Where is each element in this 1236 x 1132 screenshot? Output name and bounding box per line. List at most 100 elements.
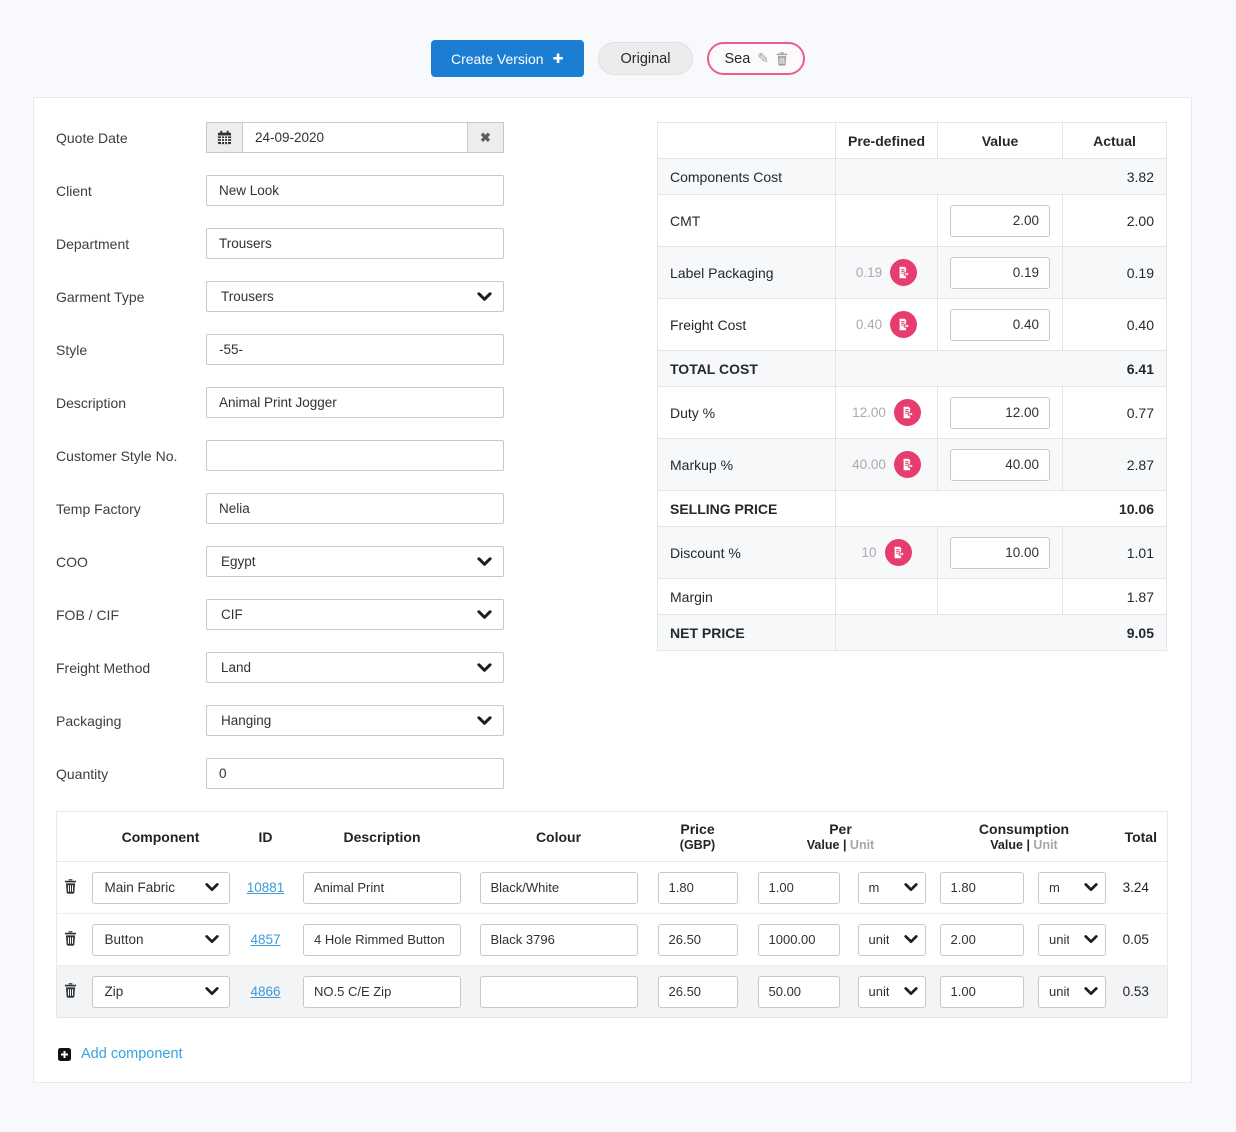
- cost-row-label: Components Cost: [657, 158, 836, 195]
- freight-method-select[interactable]: Land: [206, 652, 504, 683]
- components-header-row: Component ID Description Colour Price (G…: [56, 811, 1168, 862]
- consumption-unit-select[interactable]: unit: [1038, 923, 1107, 956]
- cost-breakdown: Pre-defined Value Actual Components Cost…: [657, 122, 1167, 811]
- chevron-down-icon: [205, 987, 219, 996]
- discount-value-input[interactable]: [950, 536, 1050, 569]
- selected-value: CIF: [221, 607, 243, 622]
- field-packaging: Packaging Hanging: [56, 705, 506, 736]
- create-version-label: Create Version: [450, 50, 544, 67]
- cost-row-actual: 0.77: [1062, 386, 1167, 439]
- component-id-link[interactable]: 4857: [250, 931, 281, 947]
- version-toolbar: Create Version ✚ Original Sea ✎: [0, 40, 1236, 77]
- temp-factory-input[interactable]: [206, 493, 504, 524]
- style-input[interactable]: [206, 334, 504, 365]
- plus-icon: ✚: [552, 50, 564, 66]
- coo-select[interactable]: Egypt: [206, 546, 504, 577]
- cost-row-label: Margin: [657, 578, 836, 615]
- department-input[interactable]: [206, 228, 504, 259]
- component-type-select[interactable]: Button: [91, 923, 230, 956]
- predefined-value: 12.00: [852, 405, 886, 420]
- create-version-button[interactable]: Create Version ✚: [430, 40, 584, 77]
- consumption-unit-select[interactable]: m: [1038, 871, 1107, 904]
- apply-predefined-button[interactable]: [890, 311, 918, 338]
- predefined-cell: [835, 578, 938, 615]
- component-description-input[interactable]: [303, 975, 461, 1008]
- component-description-input[interactable]: [303, 923, 461, 956]
- cost-header-predefined: Pre-defined: [835, 122, 938, 159]
- component-colour-input[interactable]: [479, 871, 638, 904]
- delete-component-button[interactable]: [62, 929, 79, 951]
- field-label: Department: [56, 235, 130, 252]
- cost-row-freight-cost: Freight Cost 0.40 0.40: [657, 298, 1167, 351]
- clear-date-button[interactable]: ✖: [468, 122, 504, 153]
- cmt-value-input[interactable]: [950, 204, 1050, 237]
- component-price-input[interactable]: [657, 923, 738, 956]
- consumption-value-input[interactable]: [939, 975, 1024, 1008]
- consumption-value-input[interactable]: [939, 871, 1024, 904]
- freight-cost-value-input[interactable]: [950, 308, 1050, 341]
- predefined-value: 40.00: [852, 457, 886, 472]
- fob-cif-select[interactable]: CIF: [206, 599, 504, 630]
- quantity-input[interactable]: [206, 758, 504, 789]
- cost-header-row: Pre-defined Value Actual: [657, 122, 1167, 159]
- predefined-value: 0.19: [855, 265, 883, 280]
- components-header-id: ID: [236, 811, 295, 862]
- cost-row-actual: 1.87: [1062, 578, 1167, 615]
- markup-value-input[interactable]: [950, 448, 1050, 481]
- add-component-button[interactable]: Add component: [58, 1046, 1169, 1062]
- calendar-button[interactable]: [206, 122, 243, 153]
- component-id-link[interactable]: 10881: [246, 879, 285, 895]
- component-colour-input[interactable]: [479, 923, 638, 956]
- plus-square-icon: [58, 1047, 71, 1061]
- field-fob-cif: FOB / CIF CIF: [56, 599, 506, 630]
- quote-date-input[interactable]: [243, 122, 468, 153]
- file-export-icon: [901, 458, 914, 471]
- field-label: Description: [56, 394, 127, 411]
- component-price-input[interactable]: [657, 871, 738, 904]
- per-unit-select[interactable]: m: [857, 871, 926, 904]
- customer-style-no-input[interactable]: [206, 440, 504, 471]
- chevron-down-icon: [477, 292, 492, 302]
- client-input[interactable]: [206, 175, 504, 206]
- trash-icon: [64, 879, 77, 894]
- apply-predefined-button[interactable]: [893, 399, 921, 426]
- consumption-unit-select[interactable]: unit: [1038, 975, 1107, 1008]
- version-tab-sea[interactable]: Sea ✎: [707, 42, 806, 75]
- component-colour-input[interactable]: [479, 975, 638, 1008]
- cost-header-blank: [657, 122, 836, 159]
- per-unit-select[interactable]: unit: [857, 923, 926, 956]
- description-input[interactable]: [206, 387, 504, 418]
- edit-icon[interactable]: ✎: [757, 50, 770, 66]
- delete-component-button[interactable]: [62, 877, 79, 899]
- cost-row-actual: 3.82: [835, 158, 1167, 195]
- delete-component-button[interactable]: [62, 981, 79, 1003]
- packaging-select[interactable]: Hanging: [206, 705, 504, 736]
- cost-row-margin: Margin 1.87: [657, 578, 1167, 615]
- delete-icon[interactable]: [776, 52, 788, 66]
- quote-form: Quote Date ✖ Client: [56, 122, 506, 811]
- garment-type-select[interactable]: Trousers: [206, 281, 504, 312]
- component-price-input[interactable]: [657, 975, 738, 1008]
- component-description-input[interactable]: [303, 871, 461, 904]
- cost-row-label: Freight Cost: [657, 298, 836, 351]
- file-export-icon: [892, 546, 905, 559]
- per-unit-select[interactable]: unit: [857, 975, 926, 1008]
- label-packaging-value-input[interactable]: [950, 256, 1050, 289]
- component-id-link[interactable]: 4866: [250, 983, 281, 999]
- consumption-value-input[interactable]: [939, 923, 1024, 956]
- component-type-select[interactable]: Zip: [91, 975, 230, 1008]
- cost-row-actual: 9.05: [835, 614, 1167, 651]
- version-tab-original[interactable]: Original: [597, 42, 694, 75]
- component-total: 3.24: [1122, 880, 1149, 895]
- duty-value-input[interactable]: [950, 396, 1050, 429]
- field-quote-date: Quote Date ✖: [56, 122, 506, 153]
- components-header-per: Per Value | Unit: [747, 811, 934, 862]
- selected-value: Land: [221, 660, 252, 675]
- apply-predefined-button[interactable]: [884, 539, 912, 566]
- per-value-input[interactable]: [757, 975, 840, 1008]
- apply-predefined-button[interactable]: [890, 259, 918, 286]
- component-type-select[interactable]: Main Fabric: [91, 871, 230, 904]
- per-value-input[interactable]: [757, 923, 840, 956]
- per-value-input[interactable]: [757, 871, 840, 904]
- apply-predefined-button[interactable]: [893, 451, 921, 478]
